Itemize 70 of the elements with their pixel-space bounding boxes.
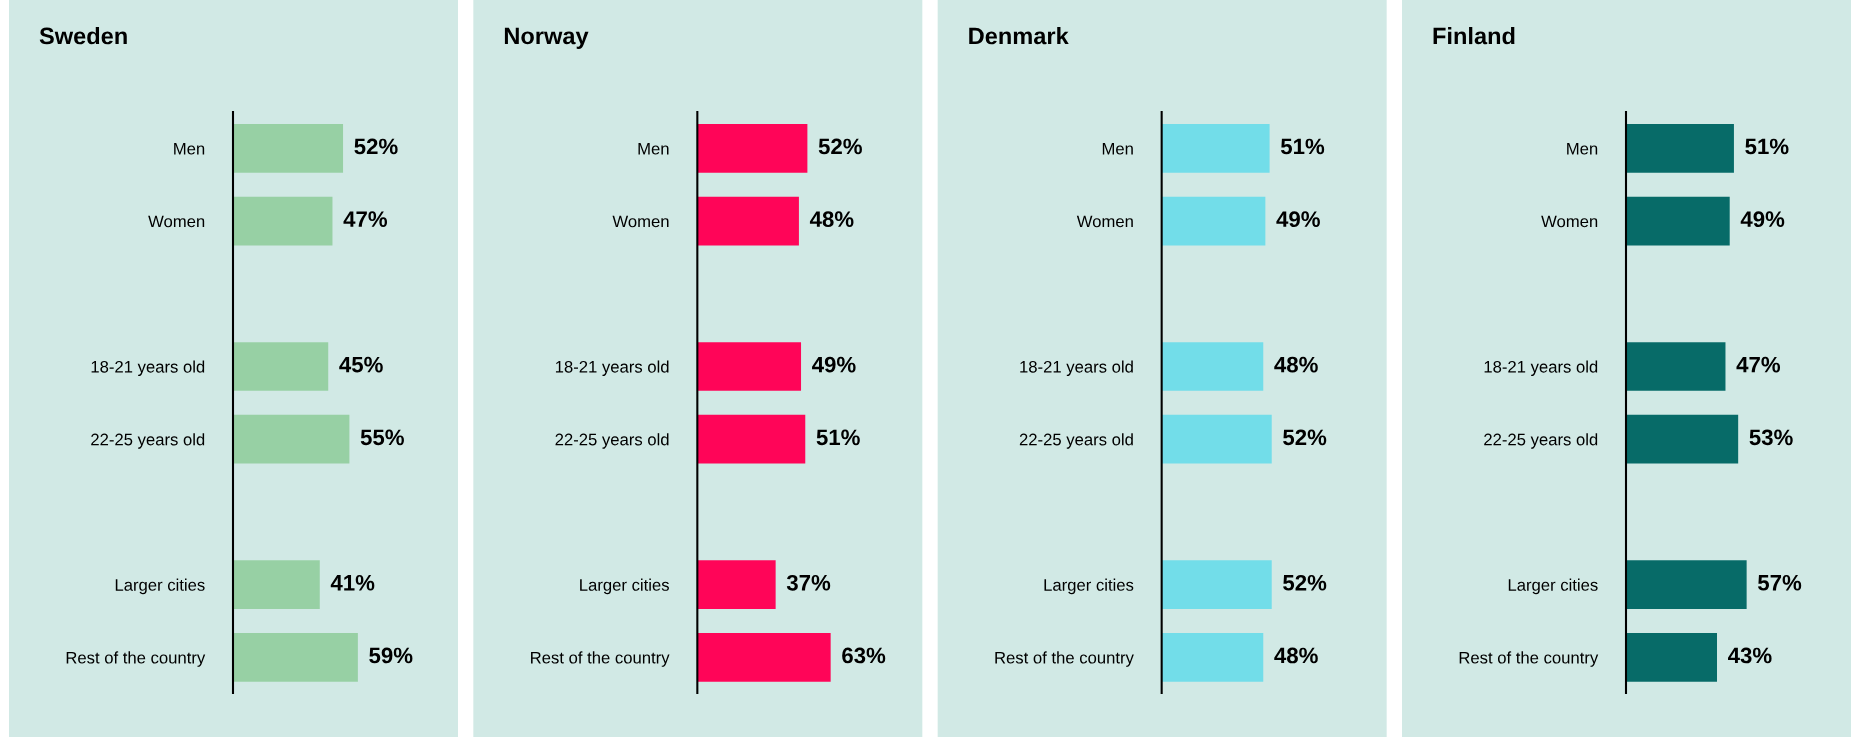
y-tick-label: Women (148, 215, 205, 228)
data-label: 51% (1280, 138, 1325, 155)
y-tick-label: Men (638, 142, 669, 155)
data-label: 52% (818, 138, 862, 155)
data-label: 53% (1749, 429, 1793, 446)
chart-title: Norway (504, 27, 589, 49)
bar (233, 560, 320, 610)
bar (697, 342, 802, 391)
chart-title: Denmark (969, 27, 1069, 45)
bar (697, 196, 799, 246)
y-tick-label: 18-21 years old (1484, 360, 1598, 376)
bar (233, 633, 358, 682)
y-tick-label: Larger cities (1508, 578, 1598, 595)
bar (1626, 560, 1747, 610)
bar (1626, 342, 1726, 391)
bar (1626, 124, 1734, 173)
data-label: 49% (1276, 211, 1320, 228)
data-label: 52% (354, 138, 398, 155)
bar (1626, 414, 1739, 464)
chart-title: Sweden (39, 27, 127, 45)
data-label: 57% (1757, 574, 1802, 591)
data-label: 37% (786, 574, 831, 591)
y-tick-label: 18-21 years old (91, 360, 205, 376)
y-tick-label: Rest of the country (66, 651, 206, 667)
bar (233, 196, 333, 246)
data-label: 52% (1283, 429, 1327, 446)
data-label: 63% (842, 647, 886, 664)
data-label: 43% (1728, 647, 1772, 664)
y-tick-label: 22-25 years old (1019, 433, 1133, 449)
bar (233, 342, 329, 391)
data-label: 51% (816, 429, 860, 446)
data-label: 49% (812, 356, 856, 373)
bar (697, 633, 831, 682)
y-tick-label: Rest of the country (531, 651, 670, 667)
data-label: 51% (1745, 138, 1789, 155)
data-label: 45% (339, 356, 383, 373)
data-label: 59% (369, 647, 413, 664)
bar (233, 124, 344, 173)
y-tick-label: Rest of the country (995, 651, 1134, 667)
data-label: 49% (1740, 211, 1785, 228)
y-tick-label: Larger cities (1044, 578, 1134, 595)
bar (1626, 633, 1718, 682)
y-tick-label: 18-21 years old (1020, 360, 1133, 376)
y-tick-label: Men (1567, 142, 1598, 155)
bar (697, 414, 806, 464)
y-tick-label: Men (174, 142, 205, 155)
bar (697, 124, 808, 173)
y-tick-label: Women (1076, 215, 1133, 228)
data-label: 41% (330, 574, 375, 591)
y-tick-label: Women (612, 215, 669, 228)
y-tick-label: 22-25 years old (1484, 433, 1598, 449)
data-label: 48% (1274, 356, 1318, 373)
y-tick-label: 18-21 years old (555, 360, 669, 376)
data-label: 55% (360, 429, 404, 446)
y-tick-label: Men (1102, 142, 1133, 155)
data-label: 48% (1274, 647, 1318, 664)
data-label: 48% (809, 211, 854, 228)
y-tick-label: 22-25 years old (91, 433, 205, 449)
data-label: 52% (1283, 574, 1327, 591)
y-tick-label: Larger cities (115, 578, 205, 595)
bar (697, 560, 776, 610)
data-label: 47% (343, 211, 388, 227)
y-tick-label: Rest of the country (1459, 651, 1599, 667)
data-label: 47% (1736, 356, 1781, 373)
y-tick-label: Women (1541, 215, 1598, 228)
chart-title: Finland (1433, 27, 1515, 45)
bar (233, 414, 350, 464)
bar (1626, 196, 1730, 246)
y-tick-label: 22-25 years old (555, 433, 669, 449)
y-tick-label: Larger cities (580, 578, 669, 595)
